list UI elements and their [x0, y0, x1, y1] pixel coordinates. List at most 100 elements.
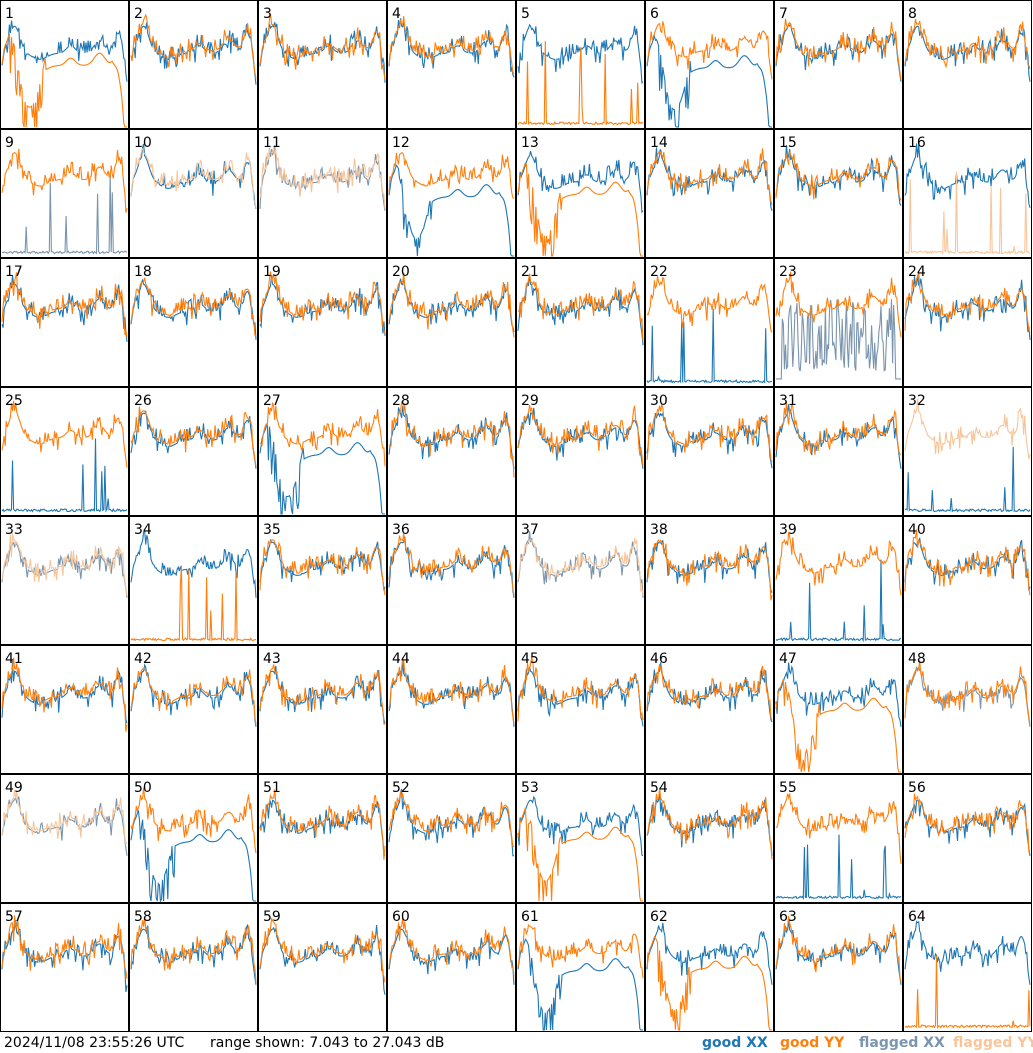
tile-47: 47 [774, 645, 903, 774]
tile-56-label: 56 [908, 780, 926, 796]
tile-57: 57 [0, 903, 129, 1032]
tile-8-frame [903, 0, 1032, 129]
tile-21-label: 21 [521, 264, 539, 280]
tile-63-yy-line [775, 916, 902, 983]
tile-37-yy-line [517, 538, 644, 596]
tile-48-label: 48 [908, 651, 926, 667]
legend-good-yy-word: good [780, 1035, 820, 1051]
tile-38-frame [645, 516, 774, 645]
tile-6: 6 [645, 0, 774, 129]
tile-64: 64 [903, 903, 1032, 1032]
tile-25-yy-line [1, 400, 128, 468]
tile-32-frame [903, 387, 1032, 516]
tile-6-frame [645, 0, 774, 129]
tile-28-frame [387, 387, 516, 516]
tile-58: 58 [129, 903, 258, 1032]
tile-13-xx-line [517, 150, 644, 214]
tile-6-xx-line [646, 34, 772, 128]
tile-64-yy-line [904, 955, 1031, 1029]
tile-45-xx-line [517, 666, 644, 727]
tile-63-xx-line [775, 921, 902, 985]
tile-10-xx-line [130, 143, 257, 209]
tile-23-xx-line [776, 299, 901, 380]
tile-47-frame [774, 645, 903, 774]
legend-flagged-yy: flagged YY [953, 1034, 1033, 1053]
legend-flagged-xx-pol: XX [923, 1035, 945, 1051]
legend-good-xx: good XX [702, 1034, 768, 1053]
tile-51-yy-line [259, 789, 386, 860]
tile-12-xx-line [388, 164, 514, 257]
tile-31-frame [774, 387, 903, 516]
tile-39-frame [774, 516, 903, 645]
tile-54-frame [645, 774, 774, 903]
tile-8-label: 8 [908, 6, 917, 22]
tile-36-xx-line [388, 536, 515, 598]
tile-34-yy-line [130, 565, 257, 642]
tile-5-label: 5 [521, 6, 530, 22]
tile-12-label: 12 [392, 135, 410, 151]
tile-30-yy-line [646, 404, 773, 463]
tile-48: 48 [903, 645, 1032, 774]
tile-52-frame [387, 774, 516, 903]
tile-3-frame [258, 0, 387, 129]
tile-29-xx-line [517, 407, 644, 469]
tile-21-frame [516, 258, 645, 387]
tile-22-yy-line [646, 276, 773, 333]
tile-2-yy-line [130, 13, 257, 80]
tile-58-yy-line [130, 916, 257, 983]
tile-20-yy-line [388, 272, 515, 338]
tile-36-frame [387, 516, 516, 645]
tile-55-frame [774, 774, 903, 903]
tile-28: 28 [387, 387, 516, 516]
tile-44-label: 44 [392, 651, 410, 667]
tile-58-frame [129, 903, 258, 1032]
tile-52: 52 [387, 774, 516, 903]
tile-39-yy-line [775, 531, 902, 596]
tile-7-yy-line [775, 18, 902, 80]
tile-33-frame [0, 516, 129, 645]
tile-7-xx-line [775, 22, 902, 82]
tile-1-xx-line [1, 20, 128, 82]
tile-61-label: 61 [521, 909, 539, 925]
tile-21: 21 [516, 258, 645, 387]
legend-good-yy: good YY [780, 1034, 844, 1053]
tile-51-frame [258, 774, 387, 903]
tile-9-frame [0, 129, 129, 258]
tile-49: 49 [0, 774, 129, 903]
tile-16-label: 16 [908, 135, 926, 151]
tile-23-label: 23 [779, 264, 797, 280]
tile-10-frame [129, 129, 258, 258]
tile-58-label: 58 [134, 909, 152, 925]
tile-13-yy-line [517, 161, 643, 257]
tile-61-yy-line [517, 924, 644, 979]
legend-flagged-xx-word: flagged [859, 1035, 919, 1051]
tile-34-frame [129, 516, 258, 645]
tile-24: 24 [903, 258, 1032, 387]
tile-13-label: 13 [521, 135, 539, 151]
tile-45-frame [516, 645, 645, 774]
tile-34-label: 34 [134, 522, 152, 538]
tile-62: 62 [645, 903, 774, 1032]
tile-15-label: 15 [779, 135, 797, 151]
legend-good-xx-word: good [702, 1035, 742, 1051]
tile-59-xx-line [259, 924, 386, 995]
tile-36: 36 [387, 516, 516, 645]
tile-55: 55 [774, 774, 903, 903]
tile-18-label: 18 [134, 264, 152, 280]
tile-29-yy-line [517, 405, 644, 467]
tile-43-frame [258, 645, 387, 774]
tile-38-yy-line [646, 539, 773, 601]
tile-58-xx-line [130, 924, 257, 985]
tile-21-yy-line [517, 273, 644, 342]
tile-25-label: 25 [5, 393, 23, 409]
tile-57-frame [0, 903, 129, 1032]
tile-33: 33 [0, 516, 129, 645]
tile-64-label: 64 [908, 909, 926, 925]
legend-good-yy-pol: YY [824, 1035, 845, 1051]
legend-good-xx-pol: XX [746, 1035, 768, 1051]
tile-63-label: 63 [779, 909, 797, 925]
tile-35-frame [258, 516, 387, 645]
tile-50: 50 [129, 774, 258, 903]
tile-30: 30 [645, 387, 774, 516]
tile-37: 37 [516, 516, 645, 645]
